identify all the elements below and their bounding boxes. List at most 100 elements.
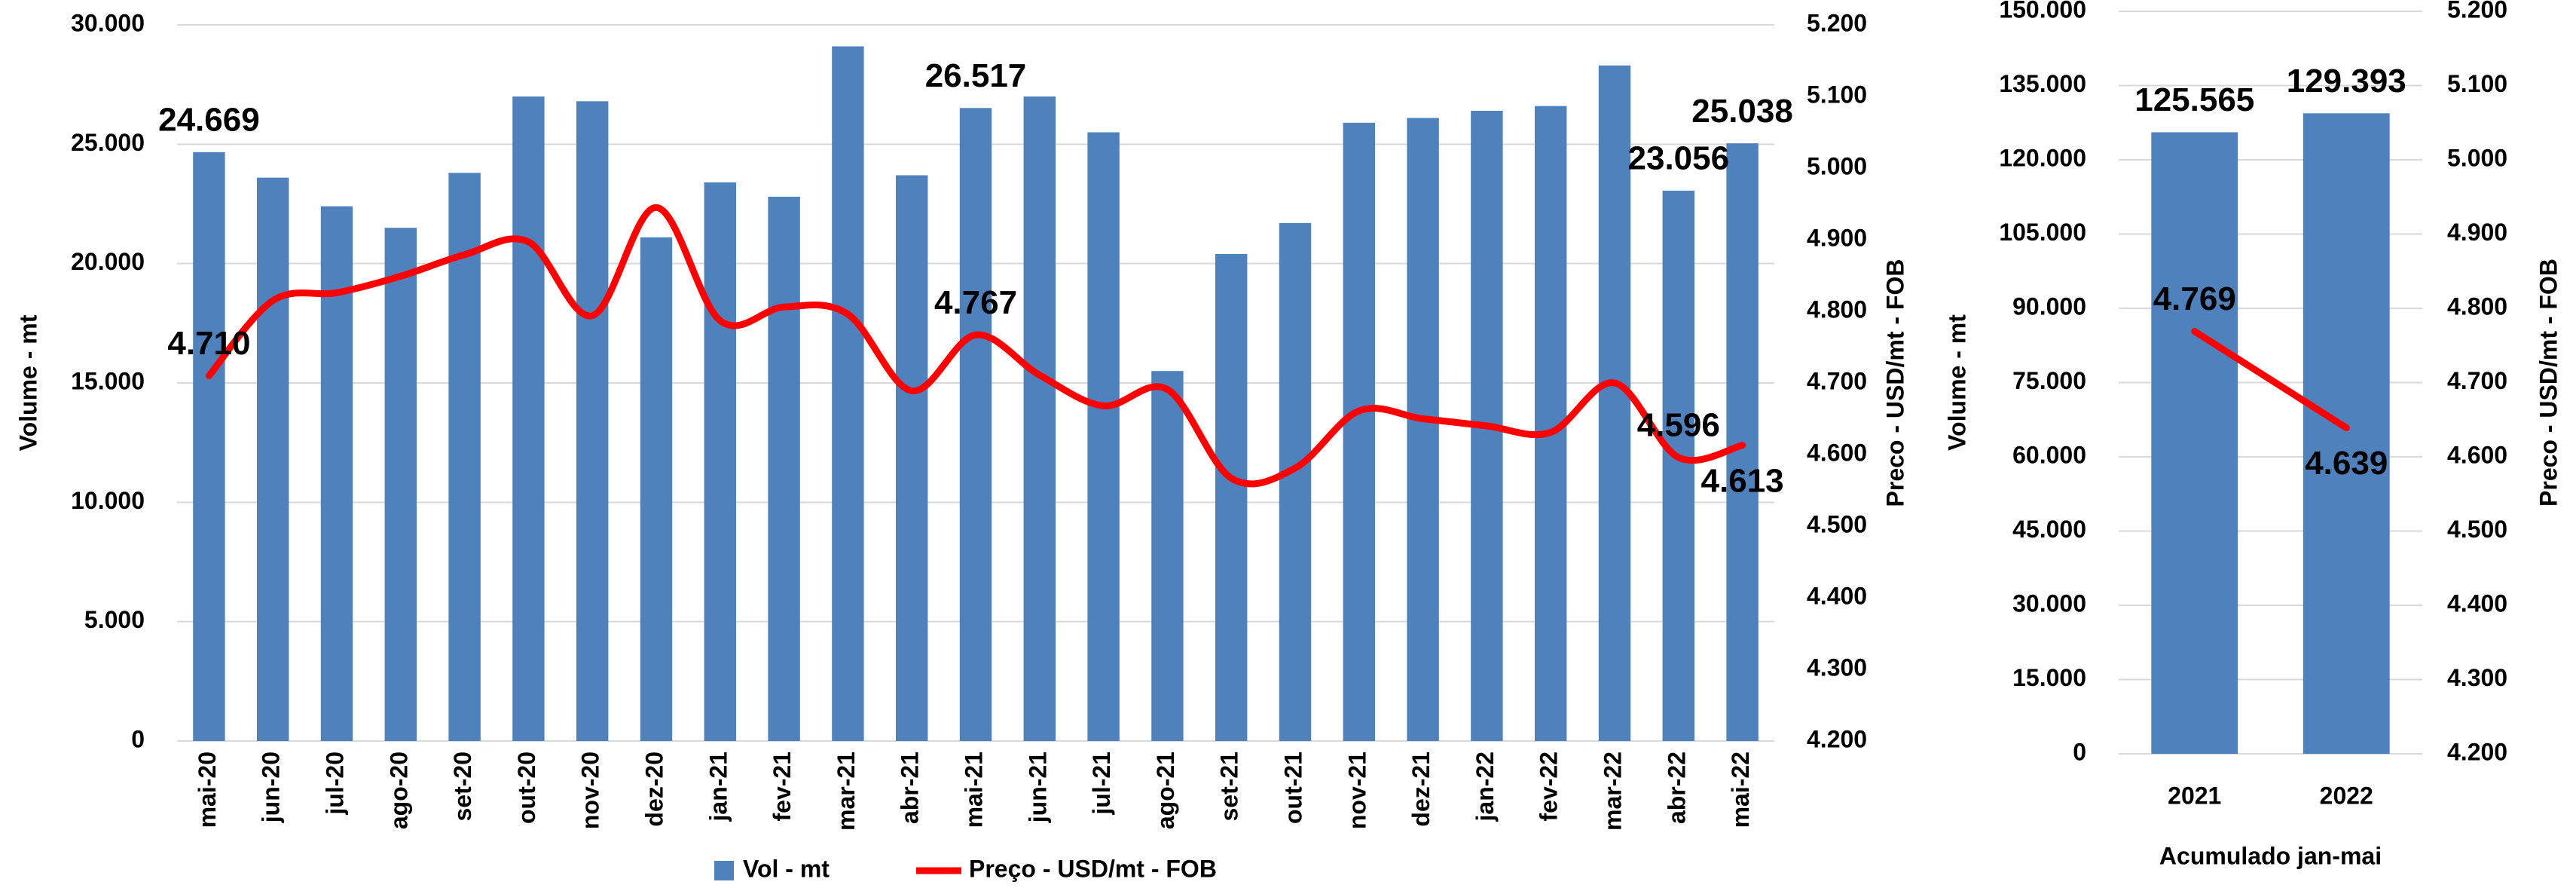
data-label: 4.596	[1637, 406, 1720, 443]
x-tick-label: jul-21	[1088, 752, 1115, 816]
x-tick-label: 2021	[2168, 782, 2221, 809]
data-label: 4.767	[934, 284, 1017, 321]
y-tick-label: 105.000	[1999, 219, 2086, 246]
x-tick-label: out-20	[513, 752, 540, 824]
y2-axis-title: Preco - USD/mt - FOB	[1881, 259, 1908, 507]
y2-tick-label: 4.900	[1807, 224, 1867, 251]
bar	[959, 108, 992, 742]
bar	[640, 237, 673, 741]
y2-tick-label: 4.700	[2447, 367, 2507, 394]
y2-tick-label: 4.200	[2447, 738, 2507, 765]
y-tick-label: 60.000	[2012, 441, 2086, 468]
x-tick-label: fev-21	[769, 752, 796, 822]
x-tick-label: mar-21	[833, 752, 860, 831]
y2-tick-label: 4.500	[2447, 516, 2507, 543]
x-tick-label: jun-20	[258, 752, 285, 823]
x-tick-label: abr-22	[1663, 752, 1690, 824]
x-tick-label: dez-20	[640, 752, 668, 827]
x-tick-label: set-21	[1216, 752, 1243, 822]
bar	[1215, 254, 1248, 741]
y-tick-label: 20.000	[71, 248, 145, 275]
y-tick-label: 30.000	[2012, 589, 2086, 617]
bar	[320, 206, 353, 742]
y2-tick-label: 4.200	[1807, 725, 1867, 752]
bar	[193, 152, 225, 741]
y-tick-label: 0	[2073, 738, 2086, 765]
bar	[448, 173, 481, 742]
bar	[1087, 132, 1120, 741]
x-tick-label: dez-21	[1407, 752, 1435, 827]
price-line	[205, 204, 1746, 488]
data-label: 24.669	[158, 101, 260, 138]
y2-tick-label: 5.000	[1807, 152, 1867, 179]
x-tick-label: nov-20	[577, 752, 604, 829]
y2-tick-label: 4.300	[1807, 654, 1867, 681]
bar	[1151, 371, 1184, 741]
y2-tick-label: 4.800	[1807, 295, 1867, 323]
y2-tick-label: 5.100	[1807, 81, 1867, 108]
data-label: 23.056	[1628, 140, 1730, 177]
price-line	[2191, 328, 2350, 432]
data-label: 129.393	[2287, 63, 2406, 100]
y2-tick-label: 4.900	[2447, 219, 2507, 246]
bar	[384, 228, 417, 742]
y2-tick-label: 4.600	[2447, 441, 2507, 468]
y2-tick-label: 4.700	[1807, 367, 1867, 394]
bar	[2303, 113, 2390, 754]
bar	[1023, 96, 1056, 741]
bar	[704, 182, 736, 741]
y2-axis-title: Preco - USD/mt - FOB	[2535, 259, 2562, 507]
y-tick-label: 5.000	[84, 606, 145, 633]
y2-tick-label: 5.200	[2447, 0, 2507, 23]
x-tick-label: ago-20	[385, 752, 412, 829]
x-tick-label: jan-22	[1471, 752, 1499, 822]
y2-tick-label: 4.400	[1807, 582, 1867, 609]
data-label: 125.565	[2134, 81, 2254, 118]
y2-tick-label: 4.500	[1807, 510, 1867, 537]
x-tick-label: out-21	[1279, 752, 1306, 824]
y2-tick-label: 4.600	[1807, 439, 1867, 466]
y-axis-title: Volume - mt	[1943, 314, 1970, 451]
data-label: 25.038	[1691, 93, 1793, 130]
bar	[832, 46, 864, 741]
x-tick-label: fev-22	[1536, 752, 1563, 822]
bar	[2151, 132, 2238, 755]
y-tick-label: 135.000	[1999, 70, 2086, 97]
data-label: 4.613	[1701, 462, 1784, 499]
legend-swatch	[714, 861, 734, 880]
bar	[257, 177, 289, 741]
y2-tick-label: 5.200	[1807, 9, 1867, 36]
y2-tick-label: 4.400	[2447, 589, 2507, 617]
y-tick-label: 15.000	[2012, 664, 2086, 691]
legend-label: Preço - USD/mt - FOB	[969, 855, 1217, 882]
bar	[1662, 190, 1694, 742]
bar	[512, 96, 545, 741]
legend-label: Vol - mt	[743, 855, 830, 882]
y-tick-label: 45.000	[2012, 516, 2086, 543]
x-tick-label: mai-21	[960, 752, 987, 828]
bar	[1407, 118, 1439, 741]
x-tick-label: jun-21	[1024, 752, 1051, 823]
x-axis-title: Acumulado jan-mai	[2159, 842, 2382, 869]
x-tick-label: abr-21	[897, 752, 924, 824]
x-tick-label: ago-21	[1152, 752, 1179, 829]
bar	[576, 101, 609, 742]
y-axis-title: Volume - mt	[14, 314, 41, 451]
x-tick-label: 2022	[2320, 782, 2373, 809]
x-tick-label: mar-22	[1599, 752, 1626, 831]
y-tick-label: 15.000	[71, 367, 145, 394]
bar	[1598, 65, 1631, 742]
bar	[896, 175, 928, 741]
data-label: 4.710	[167, 325, 250, 362]
x-tick-label: mai-22	[1727, 752, 1754, 828]
x-tick-label: mai-20	[194, 752, 221, 828]
y2-tick-label: 4.800	[2447, 292, 2507, 320]
y2-tick-label: 4.300	[2447, 664, 2507, 691]
data-label: 4.639	[2305, 445, 2388, 482]
y-tick-label: 75.000	[2012, 367, 2086, 394]
data-label: 4.769	[2153, 280, 2236, 317]
y-tick-label: 120.000	[1999, 144, 2086, 171]
x-tick-label: jan-21	[704, 752, 732, 822]
y2-tick-label: 5.000	[2447, 144, 2507, 171]
